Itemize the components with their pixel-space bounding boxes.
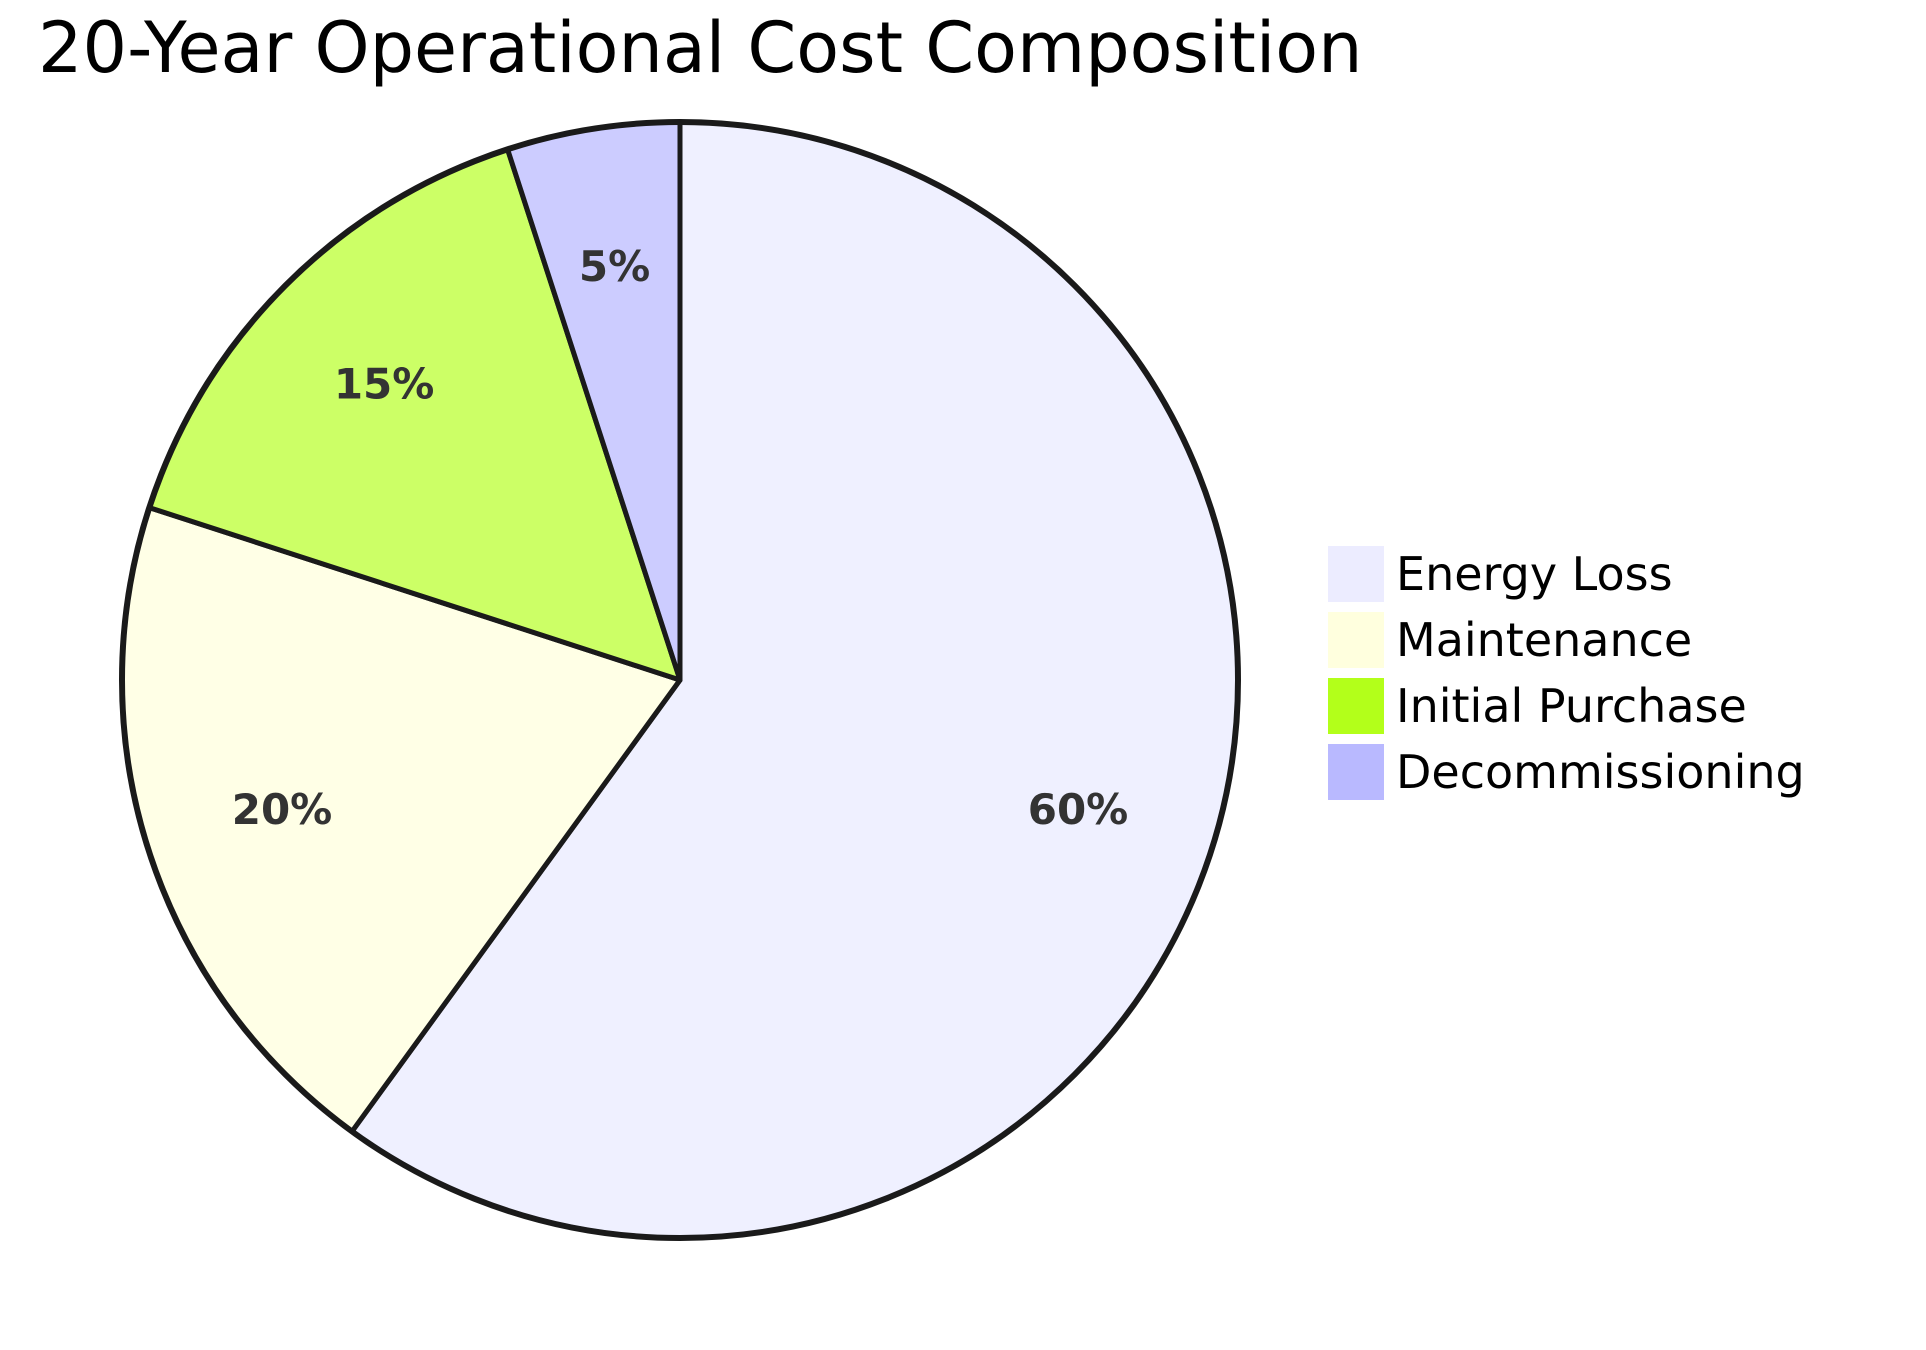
pie-slice-label: 20% [232,785,333,834]
chart-title: 20-Year Operational Cost Composition [38,7,1363,89]
pie-slice-label: 60% [1028,785,1129,834]
pie-outline [119,119,1241,1241]
legend-swatch [1328,678,1384,734]
legend-swatch [1328,612,1384,668]
pie-slice-labels: 60% 20% 15% 5% [232,242,1129,834]
pie-slice-label: 5% [579,242,650,291]
legend-label: Energy Loss [1396,547,1673,601]
pie-slices [119,119,1241,1241]
legend-label: Maintenance [1396,613,1693,667]
legend-swatch [1328,546,1384,602]
legend-label: Decommissioning [1396,745,1805,799]
pie-slice-label: 15% [334,360,435,409]
legend-swatch [1328,744,1384,800]
legend-label: Initial Purchase [1396,679,1747,733]
